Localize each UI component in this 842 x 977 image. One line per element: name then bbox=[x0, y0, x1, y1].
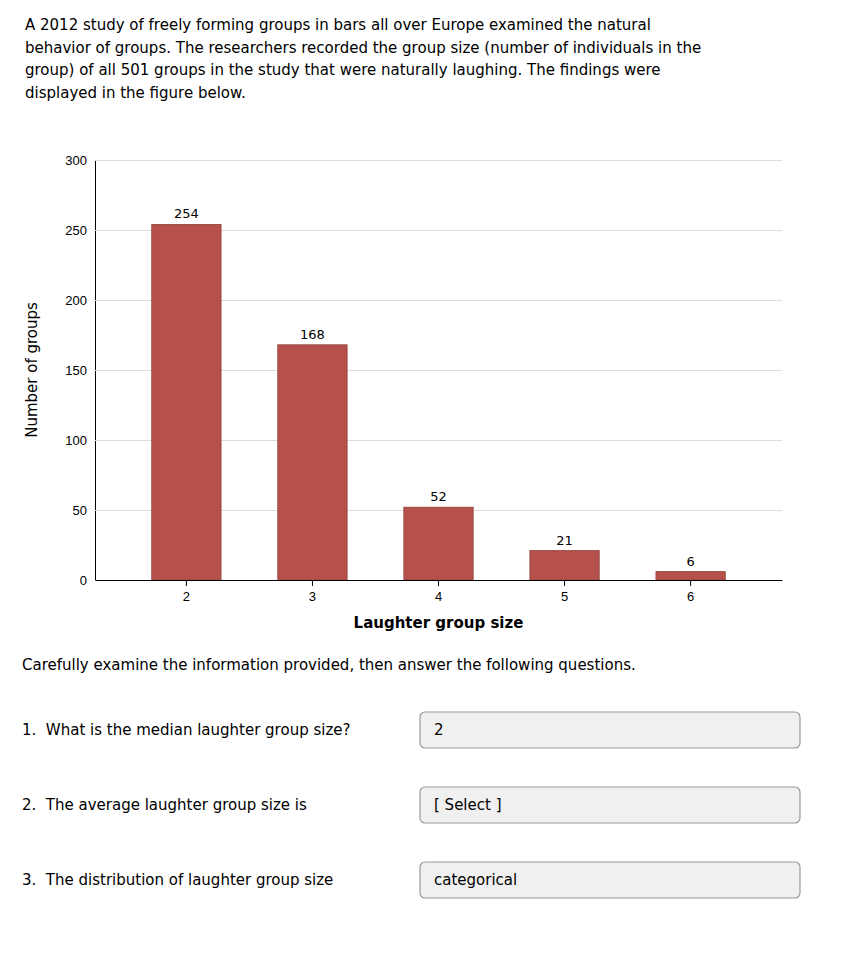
title: A 2012 study of freely forming groups in… bbox=[25, 16, 701, 102]
x-tick-label: 3 bbox=[309, 589, 316, 604]
question: 2. The average laughter group size is bbox=[22, 796, 307, 814]
x-tick: 5 bbox=[561, 580, 568, 604]
title-line: behavior of groups. The researchers reco… bbox=[25, 39, 701, 57]
y-axis-title: Number of groups bbox=[23, 302, 41, 438]
y-tick-label: 250 bbox=[65, 223, 87, 238]
tick-mark bbox=[186, 580, 187, 586]
y-tick-label: 150 bbox=[65, 363, 87, 378]
x-axis-title: Laughter group size bbox=[354, 614, 524, 632]
x-tick: 6 bbox=[687, 580, 694, 604]
data-labels: 254 168 52 21 6 bbox=[174, 206, 695, 568]
answer-box[interactable] bbox=[420, 787, 800, 823]
title-line: displayed in the figure below. bbox=[25, 84, 246, 102]
y-tick-label: 300 bbox=[65, 153, 87, 168]
questions: Carefully examine the information provid… bbox=[22, 656, 800, 898]
plot: 0 50 100 150 200 250 300 2 3 4 5 6 254 168 52 21 6 Laught… bbox=[23, 153, 783, 632]
question: 3. The distribution of laughter group si… bbox=[22, 871, 333, 889]
bars bbox=[152, 224, 726, 580]
tick-mark bbox=[438, 580, 439, 586]
answer: categorical bbox=[434, 871, 517, 889]
question-intro: Carefully examine the information provid… bbox=[22, 656, 636, 674]
title-line: A 2012 study of freely forming groups in… bbox=[25, 16, 651, 34]
y-tick: 300 bbox=[65, 153, 782, 168]
data-label: 168 bbox=[300, 327, 325, 342]
x-tick-label: 5 bbox=[561, 589, 568, 604]
answer: [ Select ] bbox=[434, 796, 502, 814]
bar bbox=[404, 507, 473, 580]
y-tick-label: 50 bbox=[73, 503, 87, 518]
tick-mark bbox=[312, 580, 313, 586]
x-tick: 4 bbox=[435, 580, 442, 604]
bar bbox=[656, 572, 725, 580]
answer: 2 bbox=[434, 721, 444, 739]
bar bbox=[530, 551, 599, 580]
tick-mark bbox=[564, 580, 565, 586]
x-tick-label: 2 bbox=[183, 589, 190, 604]
x-tick: 2 bbox=[183, 580, 190, 604]
chart-svg: A 2012 study of freely forming groups in… bbox=[0, 0, 842, 977]
data-label: 21 bbox=[556, 533, 573, 548]
bar bbox=[278, 345, 347, 580]
x-axis: 2 3 4 5 6 bbox=[96, 580, 783, 604]
y-axis: 0 50 100 150 200 250 300 bbox=[65, 153, 782, 588]
x-tick-label: 6 bbox=[687, 589, 694, 604]
data-label: 254 bbox=[174, 206, 199, 221]
grid-line bbox=[95, 160, 782, 161]
data-label: 6 bbox=[686, 554, 694, 569]
title-line: group) of all 501 groups in the study th… bbox=[25, 61, 661, 79]
bar bbox=[152, 224, 221, 580]
data-label: 52 bbox=[430, 489, 447, 504]
y-tick-label: 200 bbox=[65, 293, 87, 308]
answer-box[interactable] bbox=[420, 862, 800, 898]
x-tick: 3 bbox=[309, 580, 316, 604]
x-tick-label: 4 bbox=[435, 589, 442, 604]
question: 1. What is the median laughter group siz… bbox=[22, 721, 350, 739]
y-tick-label: 0 bbox=[80, 573, 87, 588]
y-tick-label: 100 bbox=[65, 433, 87, 448]
tick-mark bbox=[690, 580, 691, 586]
answer-box[interactable] bbox=[420, 712, 800, 748]
